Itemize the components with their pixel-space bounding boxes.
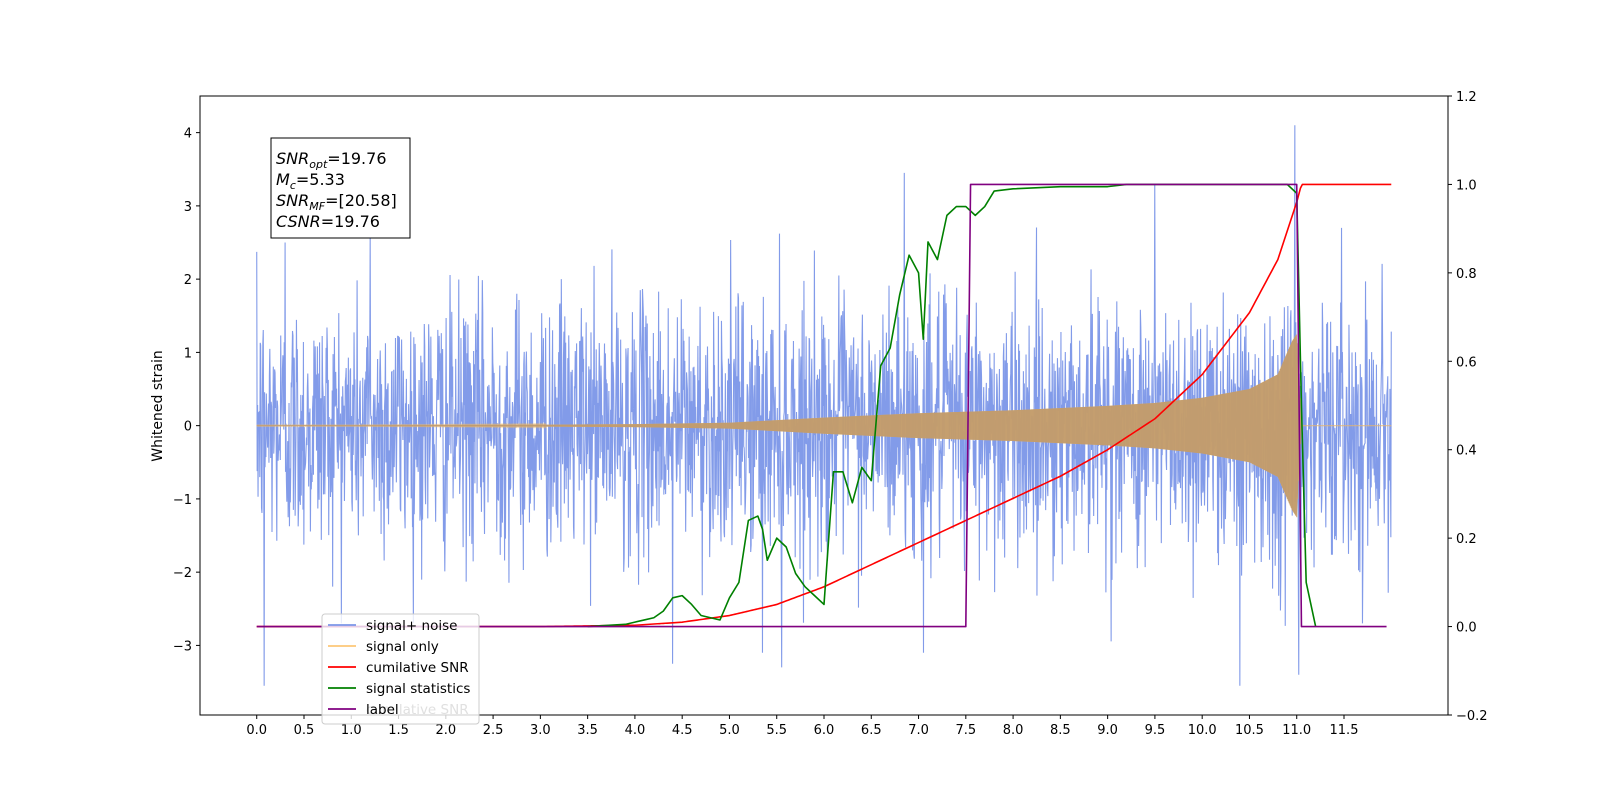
legend: cumilative SNR signal+ noise signal only c… [321, 613, 480, 725]
annotation-var: SNR [276, 191, 309, 210]
y2-tick-label: 0.4 [1456, 444, 1477, 459]
x-tick-label: 4.5 [672, 723, 693, 738]
x-tick-label: 5.0 [719, 723, 740, 738]
annotation-value: =19.76 [321, 212, 380, 231]
x-tick-label: 11.5 [1330, 723, 1359, 738]
y-tick-label: −3 [173, 639, 192, 654]
x-tick-label: 3.5 [577, 723, 598, 738]
y2-tick-label: 0.8 [1456, 267, 1477, 282]
annotation-sub: MF [309, 200, 325, 213]
annotation-var: M [276, 170, 290, 189]
x-tick-label: 11.0 [1282, 723, 1311, 738]
y2-tick-label: 1.2 [1456, 90, 1477, 105]
x-axis: 0.0 0.5 1.0 1.5 2.0 2.5 3.0 3.5 4.0 4.5 5.0 5.5 6.0 6… [246, 715, 1358, 738]
x-tick-label: 1.5 [388, 723, 409, 738]
y-tick-label: −2 [173, 566, 192, 581]
x-tick-label: 0.5 [294, 723, 315, 738]
series-label [256, 183, 1387, 628]
legend-hidden-text: cumilative SNR [366, 702, 469, 718]
x-tick-label: 8.0 [1003, 723, 1024, 738]
y-tick-label: 4 [184, 127, 192, 142]
series-signal-only-envelope [256, 334, 1392, 518]
y-axis-label: Whitened strain [150, 350, 166, 461]
y2-tick-label: 1.0 [1456, 178, 1477, 193]
legend-label: label [366, 702, 399, 718]
annotation-value: =5.33 [296, 170, 345, 189]
x-tick-label: 3.0 [530, 723, 551, 738]
series-signal-statistics [587, 183, 1317, 628]
legend-label: signal only [366, 639, 439, 655]
y2-tick-label: 0.2 [1456, 532, 1477, 547]
x-tick-label: 6.5 [861, 723, 882, 738]
annotation-var: SNR [276, 149, 309, 168]
y-tick-label: 3 [184, 200, 192, 215]
y-tick-label: 0 [184, 420, 192, 435]
x-tick-label: 2.0 [435, 723, 456, 738]
x-tick-label: 7.0 [908, 723, 929, 738]
annotation-value: =19.76 [327, 149, 386, 168]
annotation-sub: opt [309, 158, 328, 171]
x-tick-label: 10.5 [1235, 723, 1264, 738]
annotation-value: =[20.58] [325, 191, 397, 210]
x-tick-label: 4.0 [625, 723, 646, 738]
y-axis-right: −0.2 0.0 0.2 0.4 0.6 0.8 1.0 1.2 [1448, 90, 1488, 724]
annotation-sub: c [290, 179, 296, 192]
legend-label: signal statistics [366, 681, 470, 697]
y-tick-label: 2 [184, 273, 192, 288]
y2-tick-label: 0.6 [1456, 355, 1477, 370]
x-tick-label: 5.5 [766, 723, 787, 738]
x-tick-label: 9.0 [1097, 723, 1118, 738]
x-tick-label: 0.0 [246, 723, 267, 738]
x-tick-label: 1.0 [341, 723, 362, 738]
x-tick-label: 6.0 [814, 723, 835, 738]
annotation-var: CSNR [276, 212, 321, 231]
y-tick-label: −1 [173, 493, 192, 508]
legend-items: signal+ noise signal only cumilative SNR si… [328, 618, 470, 718]
x-tick-label: 8.5 [1050, 723, 1071, 738]
y2-tick-label: −0.2 [1456, 709, 1488, 724]
legend-label: cumilative SNR [366, 660, 469, 676]
x-tick-label: 7.5 [955, 723, 976, 738]
x-tick-label: 9.5 [1145, 723, 1166, 738]
x-tick-label: 2.5 [483, 723, 504, 738]
x-tick-label: 10.0 [1188, 723, 1217, 738]
series-layer [256, 125, 1392, 686]
legend-label: signal+ noise [366, 618, 457, 634]
y-tick-label: 1 [184, 346, 192, 361]
y2-tick-label: 0.0 [1456, 621, 1477, 636]
annotation-box: SNRopt=19.76 Mc=5.33 SNRMF=[20.58] CSNR=19.… [270, 137, 411, 239]
y-axis-left: −3 −2 −1 0 1 2 3 4 [173, 127, 200, 654]
